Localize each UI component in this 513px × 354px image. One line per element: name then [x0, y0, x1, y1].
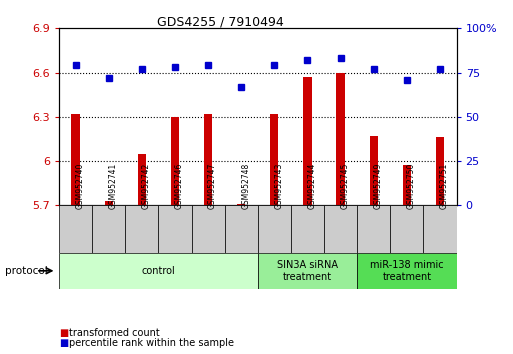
- Text: GSM952747: GSM952747: [208, 163, 217, 209]
- Text: GSM952748: GSM952748: [241, 163, 250, 209]
- Bar: [390, 205, 423, 253]
- Bar: [436, 137, 444, 205]
- Text: GDS4255 / 7910494: GDS4255 / 7910494: [157, 16, 284, 29]
- Bar: [291, 205, 324, 253]
- Text: GSM952749: GSM952749: [374, 163, 383, 209]
- Text: control: control: [142, 266, 175, 276]
- Bar: [423, 205, 457, 253]
- Bar: [105, 201, 113, 205]
- Text: GSM952746: GSM952746: [175, 163, 184, 209]
- Bar: [137, 154, 146, 205]
- Text: GSM952742: GSM952742: [142, 163, 151, 209]
- Bar: [204, 114, 212, 205]
- Bar: [337, 73, 345, 205]
- Bar: [369, 136, 378, 205]
- Text: GSM952751: GSM952751: [440, 163, 449, 209]
- Text: ■: ■: [59, 328, 68, 338]
- Text: SIN3A siRNA
treatment: SIN3A siRNA treatment: [277, 260, 338, 282]
- Bar: [191, 205, 225, 253]
- Bar: [125, 205, 159, 253]
- Bar: [270, 114, 279, 205]
- Text: GSM952750: GSM952750: [407, 163, 416, 209]
- Text: ■: ■: [59, 338, 68, 348]
- Text: GSM952743: GSM952743: [274, 163, 283, 209]
- Bar: [303, 77, 311, 205]
- Bar: [59, 205, 92, 253]
- Text: GSM952740: GSM952740: [75, 163, 85, 209]
- Text: GSM952744: GSM952744: [307, 163, 317, 209]
- Text: percentile rank within the sample: percentile rank within the sample: [69, 338, 234, 348]
- Bar: [225, 205, 258, 253]
- Bar: [357, 253, 457, 289]
- Bar: [258, 253, 357, 289]
- Text: miR-138 mimic
treatment: miR-138 mimic treatment: [370, 260, 444, 282]
- Bar: [258, 205, 291, 253]
- Bar: [171, 117, 179, 205]
- Bar: [59, 253, 258, 289]
- Bar: [403, 166, 411, 205]
- Text: GSM952745: GSM952745: [341, 163, 350, 209]
- Text: protocol: protocol: [5, 266, 48, 276]
- Text: GSM952741: GSM952741: [109, 163, 117, 209]
- Bar: [357, 205, 390, 253]
- Bar: [159, 205, 191, 253]
- Bar: [324, 205, 357, 253]
- Bar: [92, 205, 125, 253]
- Bar: [237, 204, 245, 205]
- Bar: [71, 114, 80, 205]
- Text: transformed count: transformed count: [69, 328, 160, 338]
